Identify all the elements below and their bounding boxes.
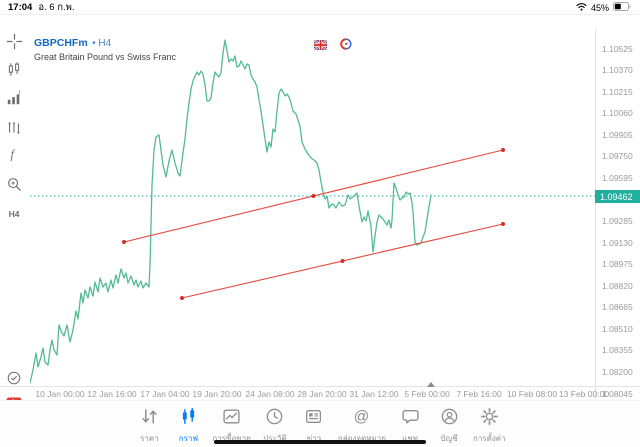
price-axis-label: 1.10215 [602, 86, 633, 97]
price-axis-label: 1.10060 [602, 108, 633, 119]
svg-text:@: @ [354, 408, 370, 425]
tab-settings[interactable]: การตั้งค่า [473, 407, 506, 445]
trend-line-anchor[interactable] [180, 296, 184, 300]
price-axis-label: 1.09285 [602, 216, 633, 226]
time-axis-label: 13 Feb 00:00 [558, 389, 610, 399]
price-axis-label: 1.09130 [602, 237, 633, 248]
chart-type-icon[interactable] [4, 59, 24, 79]
svg-text:f: f [10, 147, 15, 161]
time-axis-label: 12 Jan 16:00 [87, 389, 137, 399]
tab-label: กล่องจดหมาย [337, 434, 386, 443]
bottom-tab-bar: ราคา กราฟ การซื้อขาย ประวัติ ข่าว @ กล่องจดหมา… [0, 400, 640, 447]
status-date: อ. 6 ก.พ. [38, 2, 75, 13]
side-toolbar: f f H4 [0, 14, 30, 411]
time-axis-label: 28 Jan 20:00 [297, 389, 347, 399]
trade-history-icon[interactable] [4, 368, 24, 388]
news-icon [304, 407, 323, 431]
wifi-icon [576, 2, 587, 13]
trend-line-anchor[interactable] [340, 259, 345, 263]
price-axis-label: 1.08355 [602, 345, 633, 356]
mailbox-icon: @ [352, 407, 371, 431]
chart-header[interactable]: GBPCHFm • H4 Great Britain Pound vs Swis… [34, 32, 176, 63]
account-icon [440, 407, 459, 431]
trend-line-anchor[interactable] [122, 240, 126, 244]
chart-area: GBPCHFm • H4 Great Britain Pound vs Swis… [0, 14, 640, 401]
tab-label: การตั้งค่า [473, 434, 506, 443]
gbp-flag-icon [314, 37, 327, 55]
status-time: 17:04 [8, 2, 33, 13]
status-bar: 17:04 อ. 6 ก.พ. 45% [0, 0, 640, 14]
tab-trade[interactable]: การซื้อขาย [212, 407, 251, 445]
objects-icon[interactable] [4, 118, 24, 138]
tab-label: ข่าว [306, 434, 322, 443]
home-indicator[interactable] [214, 440, 426, 444]
history-icon [265, 407, 284, 431]
session-clock-icon [340, 37, 352, 55]
price-axis-label: 1.10370 [602, 65, 633, 76]
symbol-name: GBPCHFm [34, 37, 88, 49]
price-axis-label: 1.08200 [602, 366, 633, 377]
tab-chart[interactable]: กราฟ [173, 407, 203, 445]
price-axis-label: 1.09905 [602, 129, 633, 140]
tab-label: ราคา [140, 434, 159, 443]
battery-percent: 45% [590, 2, 609, 13]
current-price-badge: 1.09462 [595, 190, 640, 203]
time-axis-label: 17 Jan 04:00 [140, 389, 190, 399]
trend-line-anchor[interactable] [311, 194, 316, 198]
zoom-icon[interactable] [4, 174, 24, 194]
tab-chat[interactable]: แชท [395, 407, 425, 445]
chat-icon [401, 407, 420, 431]
tab-mailbox[interactable]: @ กล่องจดหมาย [338, 407, 386, 445]
price-axis-label: 1.09750 [602, 151, 633, 162]
symbol-description: Great Britain Pound vs Swiss Franc [34, 52, 177, 62]
time-axis-label: 10 Feb 08:00 [506, 389, 558, 399]
price-chart[interactable] [30, 29, 596, 401]
quotes-icon [140, 407, 159, 431]
function-icon[interactable]: f [4, 144, 24, 164]
settings-icon [480, 407, 499, 431]
time-axis-label: 10 Jan 00:00 [35, 389, 85, 399]
tab-label: แชท [402, 434, 418, 443]
trade-icon [222, 407, 241, 431]
price-axis-label: 1.08510 [602, 323, 633, 334]
timeframe-label: H4 [8, 209, 20, 219]
tab-news[interactable]: ข่าว [299, 407, 329, 445]
crosshair-icon[interactable] [4, 31, 24, 51]
price-axis-label: 1.08975 [602, 259, 633, 270]
price-axis-label: 1.08665 [602, 302, 633, 313]
indicators-icon[interactable]: f [4, 88, 24, 108]
tab-label: กราฟ [178, 434, 199, 443]
trend-line-anchor[interactable] [501, 222, 505, 226]
time-axis-label: 5 Feb 00:00 [404, 389, 450, 399]
tab-history[interactable]: ประวัติ [260, 407, 290, 445]
timeframe-button[interactable]: H4 [4, 204, 24, 224]
symbol-timeframe: • H4 [92, 38, 112, 49]
tab-quotes[interactable]: ราคา [134, 407, 164, 445]
tab-label: การซื้อขาย [212, 434, 251, 443]
time-axis-label: 19 Jan 20:00 [192, 389, 242, 399]
trend-line-anchor[interactable] [501, 148, 505, 152]
price-axis-label: 1.08820 [602, 280, 633, 291]
tab-account[interactable]: บัญชี [434, 407, 464, 445]
svg-text:f: f [18, 90, 21, 96]
time-axis-label: 24 Jan 08:00 [245, 389, 295, 399]
current-bar-marker-icon [427, 382, 435, 387]
price-line-series[interactable] [30, 39, 432, 384]
price-axis-label: 1.09595 [602, 172, 633, 183]
tab-label: บัญชี [440, 434, 458, 443]
price-axis-label: 1.08045 [602, 388, 633, 399]
chart-icon [179, 407, 198, 431]
time-axis-label: 31 Jan 12:00 [349, 389, 399, 399]
time-axis[interactable]: 10 Jan 00:00 12 Jan 16:00 17 Jan 04:00 19 J… [0, 382, 640, 401]
time-axis-label: 7 Feb 16:00 [456, 389, 502, 399]
price-axis[interactable]: 1.10525 1.10370 1.10215 1.10060 1.09905 1.097… [595, 29, 640, 401]
tab-label: ประวัติ [263, 434, 287, 443]
price-axis-label: 1.10525 [602, 43, 633, 54]
battery-icon [613, 2, 632, 13]
